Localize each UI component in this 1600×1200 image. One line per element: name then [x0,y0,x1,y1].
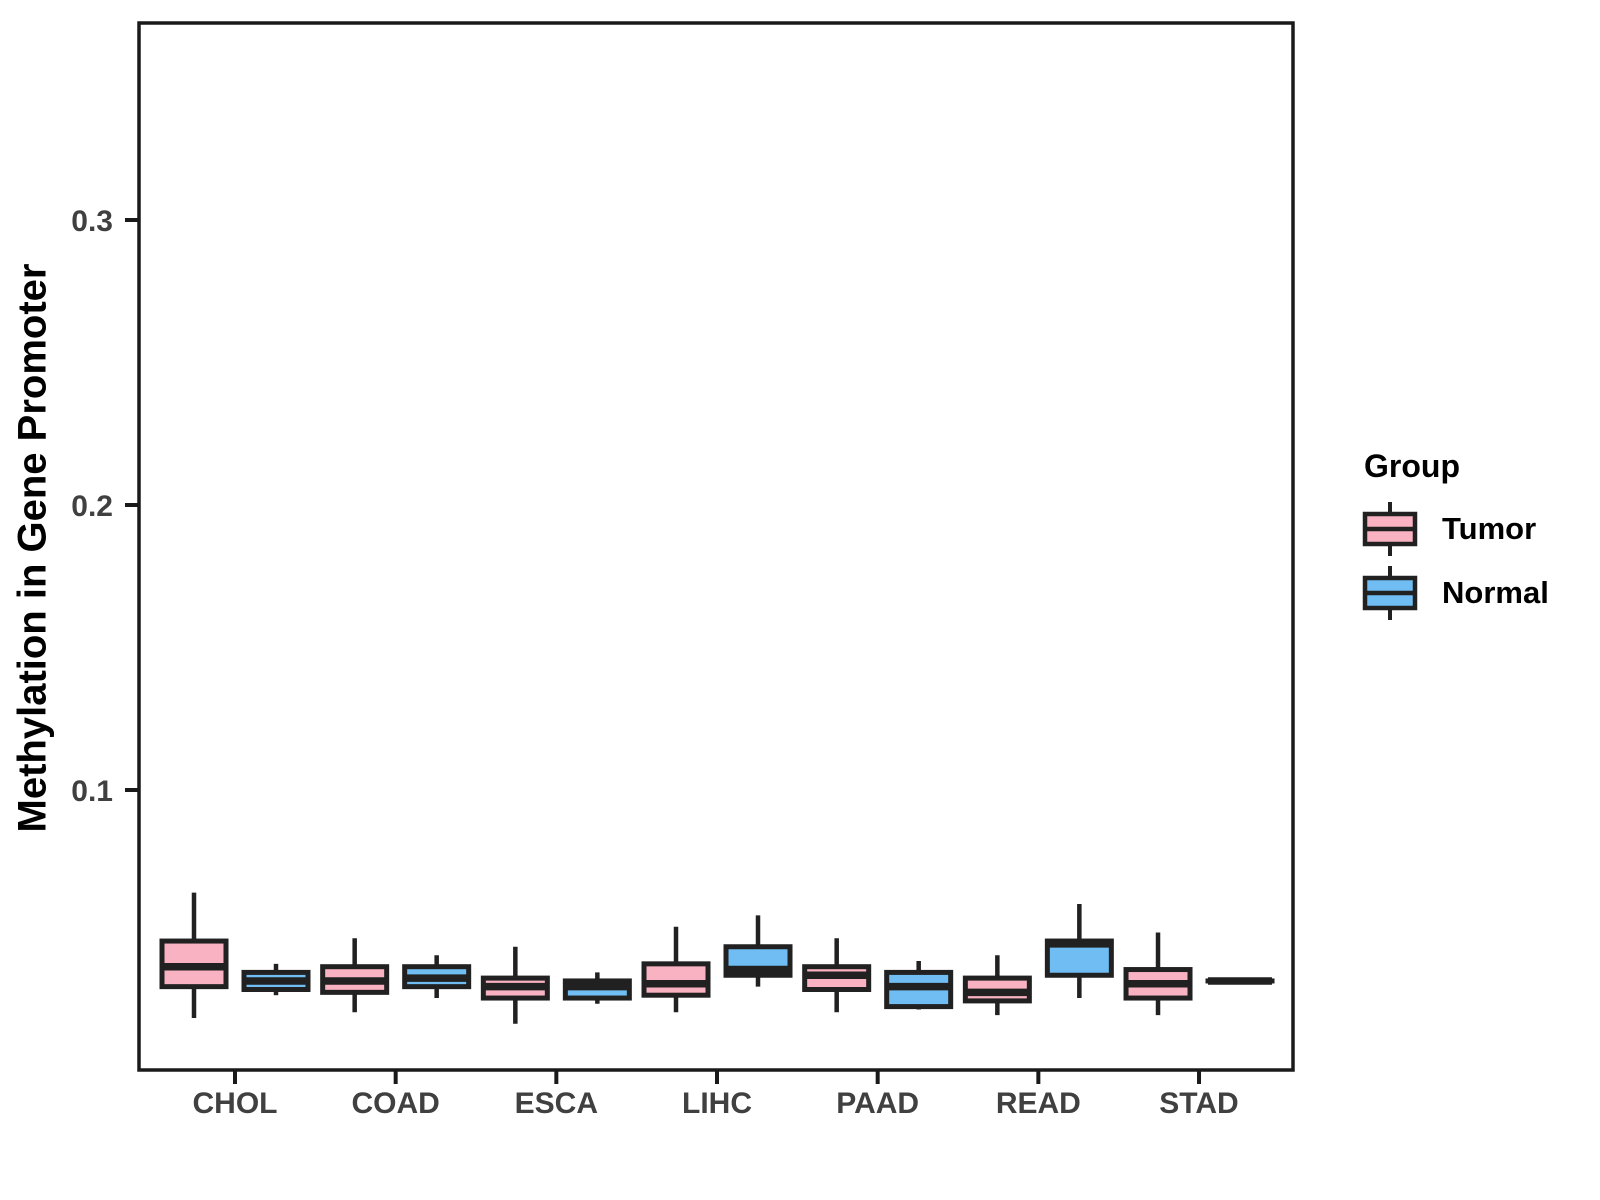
tumor-boxplot-key-icon [1362,502,1418,556]
y-tick-label: 0.3 [71,205,113,238]
legend: Group Tumor Normal [1362,448,1549,625]
legend-item-label: Tumor [1442,511,1537,546]
legend-item-normal: Normal [1362,561,1549,625]
x-tick-label: CHOL [193,1087,278,1120]
legend-title: Group [1364,448,1460,484]
panel-border [137,21,1295,1072]
x-tick-label: READ [996,1087,1081,1120]
y-axis-title: Methylation in Gene Promoter [10,263,55,833]
x-tick-label: LIHC [682,1087,752,1120]
x-tick-label: COAD [351,1087,439,1120]
y-tick-label: 0.2 [71,490,113,523]
normal-boxplot-key-icon [1362,566,1418,620]
x-tick-label: ESCA [515,1087,598,1120]
legend-item-tumor: Tumor [1362,497,1549,561]
y-tick-label: 0.1 [71,775,113,808]
x-tick-label: STAD [1159,1087,1238,1120]
legend-item-label: Normal [1442,575,1549,610]
x-tick-label: PAAD [836,1087,919,1120]
box-Tumor-LIHC [641,961,711,998]
